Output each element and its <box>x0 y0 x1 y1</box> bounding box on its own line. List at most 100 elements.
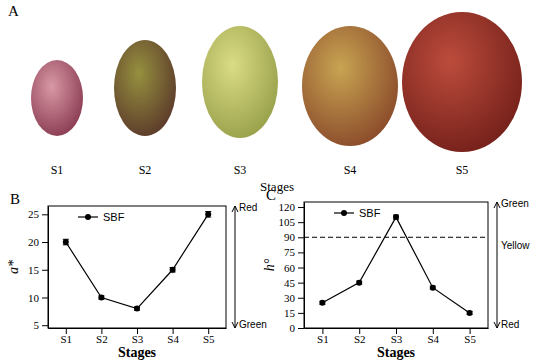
tick-mark <box>298 298 304 299</box>
tick-mark <box>42 242 48 243</box>
annotation: Yellow <box>501 240 530 251</box>
plot-area <box>63 211 211 311</box>
data-point <box>63 239 69 245</box>
tick-label: 75 <box>284 246 296 258</box>
tick-label: 5 <box>34 319 40 331</box>
panel-label: A <box>8 3 19 19</box>
tick: 105 <box>279 216 305 228</box>
arrow-shaft <box>235 206 236 328</box>
legend-item: SBF <box>78 211 125 223</box>
tick-label: 20 <box>28 236 40 248</box>
legend-marker <box>341 210 347 216</box>
tick: 75 <box>284 246 304 258</box>
tick-label: 15 <box>28 264 40 276</box>
direction-arrow: GreenYellowRed <box>494 198 530 330</box>
arrow-shaft <box>497 202 498 328</box>
y-axis: 0 15 30 45 60 75 90 105 120 <box>279 201 305 334</box>
tick-label: S4 <box>427 333 439 345</box>
tick-label: S1 <box>317 333 329 345</box>
arrow-head <box>232 206 238 212</box>
tick: 60 <box>284 262 304 274</box>
chart-panel: 0 15 30 45 60 75 90 105 120 S1 S2 S3 S4 S5 Stages h° C SB… <box>262 187 530 360</box>
tick: 30 <box>284 292 304 304</box>
data-point <box>205 211 211 217</box>
legend-label: SBF <box>103 211 125 223</box>
series-line <box>322 217 469 313</box>
arrow-head <box>494 322 500 328</box>
tick-mark <box>298 328 304 329</box>
tick-label: 60 <box>284 262 296 274</box>
plot-area <box>304 214 488 316</box>
tick: 15 <box>284 307 304 319</box>
tick: S4 <box>427 328 439 345</box>
tick-mark <box>298 268 304 269</box>
tick-label: S1 <box>60 333 72 345</box>
data-point <box>134 306 140 312</box>
data-point <box>98 295 104 301</box>
tick: 25 <box>28 208 48 220</box>
tick-mark <box>298 222 304 223</box>
tick: 20 <box>28 236 48 248</box>
stage-label: S5 <box>456 163 469 177</box>
annotation: Red <box>239 202 257 213</box>
series-line <box>66 214 208 308</box>
tick-label: 90 <box>284 231 296 243</box>
tick: S3 <box>132 328 144 345</box>
axis-title: Stages <box>118 345 157 360</box>
fruit <box>402 12 522 152</box>
tick-label: 25 <box>28 208 40 220</box>
figure: AS1S2S3S4S5Stages510152025S1S2S3S4S5Stag… <box>0 0 554 363</box>
tick: 120 <box>279 201 305 213</box>
panel-label: C <box>266 187 276 203</box>
photo-panel: AS1S2S3S4S5Stages <box>8 3 522 194</box>
legend-label: SBF <box>359 207 381 219</box>
tick: 0 <box>290 322 305 334</box>
tick-label: 120 <box>279 201 296 213</box>
axis-title: h° <box>262 258 277 271</box>
chart-panel: 510152025S1S2S3S4S5Stagesa*BSBFRedGreen <box>6 191 267 360</box>
data-point <box>170 267 176 273</box>
tick: 45 <box>284 277 304 289</box>
tick-label: 0 <box>290 322 296 334</box>
error-bar <box>63 239 69 245</box>
x-axis: S1S2S3S4S5 <box>49 328 227 345</box>
tick-label: 30 <box>284 292 296 304</box>
data-point <box>356 280 362 286</box>
tick-label: S2 <box>354 333 366 345</box>
tick: 5 <box>34 319 49 331</box>
tick-mark <box>298 207 304 208</box>
tick: S5 <box>203 328 215 345</box>
stage-label: S1 <box>51 163 64 177</box>
error-bar <box>170 268 176 272</box>
stage-label: S3 <box>234 163 247 177</box>
axis-title: a* <box>6 260 21 274</box>
tick-mark <box>42 325 48 326</box>
stage-label: S2 <box>139 163 152 177</box>
tick-label: 15 <box>284 307 296 319</box>
tick-label: S3 <box>391 333 403 345</box>
tick-mark <box>42 214 48 215</box>
tick-label: S5 <box>203 333 215 345</box>
tick: S2 <box>354 328 366 345</box>
axis-title: Stages <box>377 345 416 360</box>
tick-mark <box>42 298 48 299</box>
error-bar <box>205 212 211 218</box>
tick-mark <box>42 270 48 271</box>
fruit <box>114 40 176 136</box>
arrow-head <box>494 202 500 208</box>
tick: S3 <box>391 328 403 345</box>
fruit <box>302 26 398 146</box>
x-axis: S1 S2 S3 S4 S5 <box>305 328 489 345</box>
axis-line <box>304 203 305 329</box>
tick-label: 10 <box>28 292 40 304</box>
tick: S5 <box>464 328 476 345</box>
tick-label: 45 <box>284 277 296 289</box>
tick-mark <box>298 252 304 253</box>
y-axis: 5 10 15 20 25 <box>28 207 49 332</box>
tick-label: S2 <box>96 333 108 345</box>
tick: 90 <box>284 231 304 243</box>
axis-line <box>48 207 49 329</box>
tick-mark <box>298 313 304 314</box>
fruit <box>202 26 278 138</box>
legend-item: SBF <box>334 207 381 219</box>
